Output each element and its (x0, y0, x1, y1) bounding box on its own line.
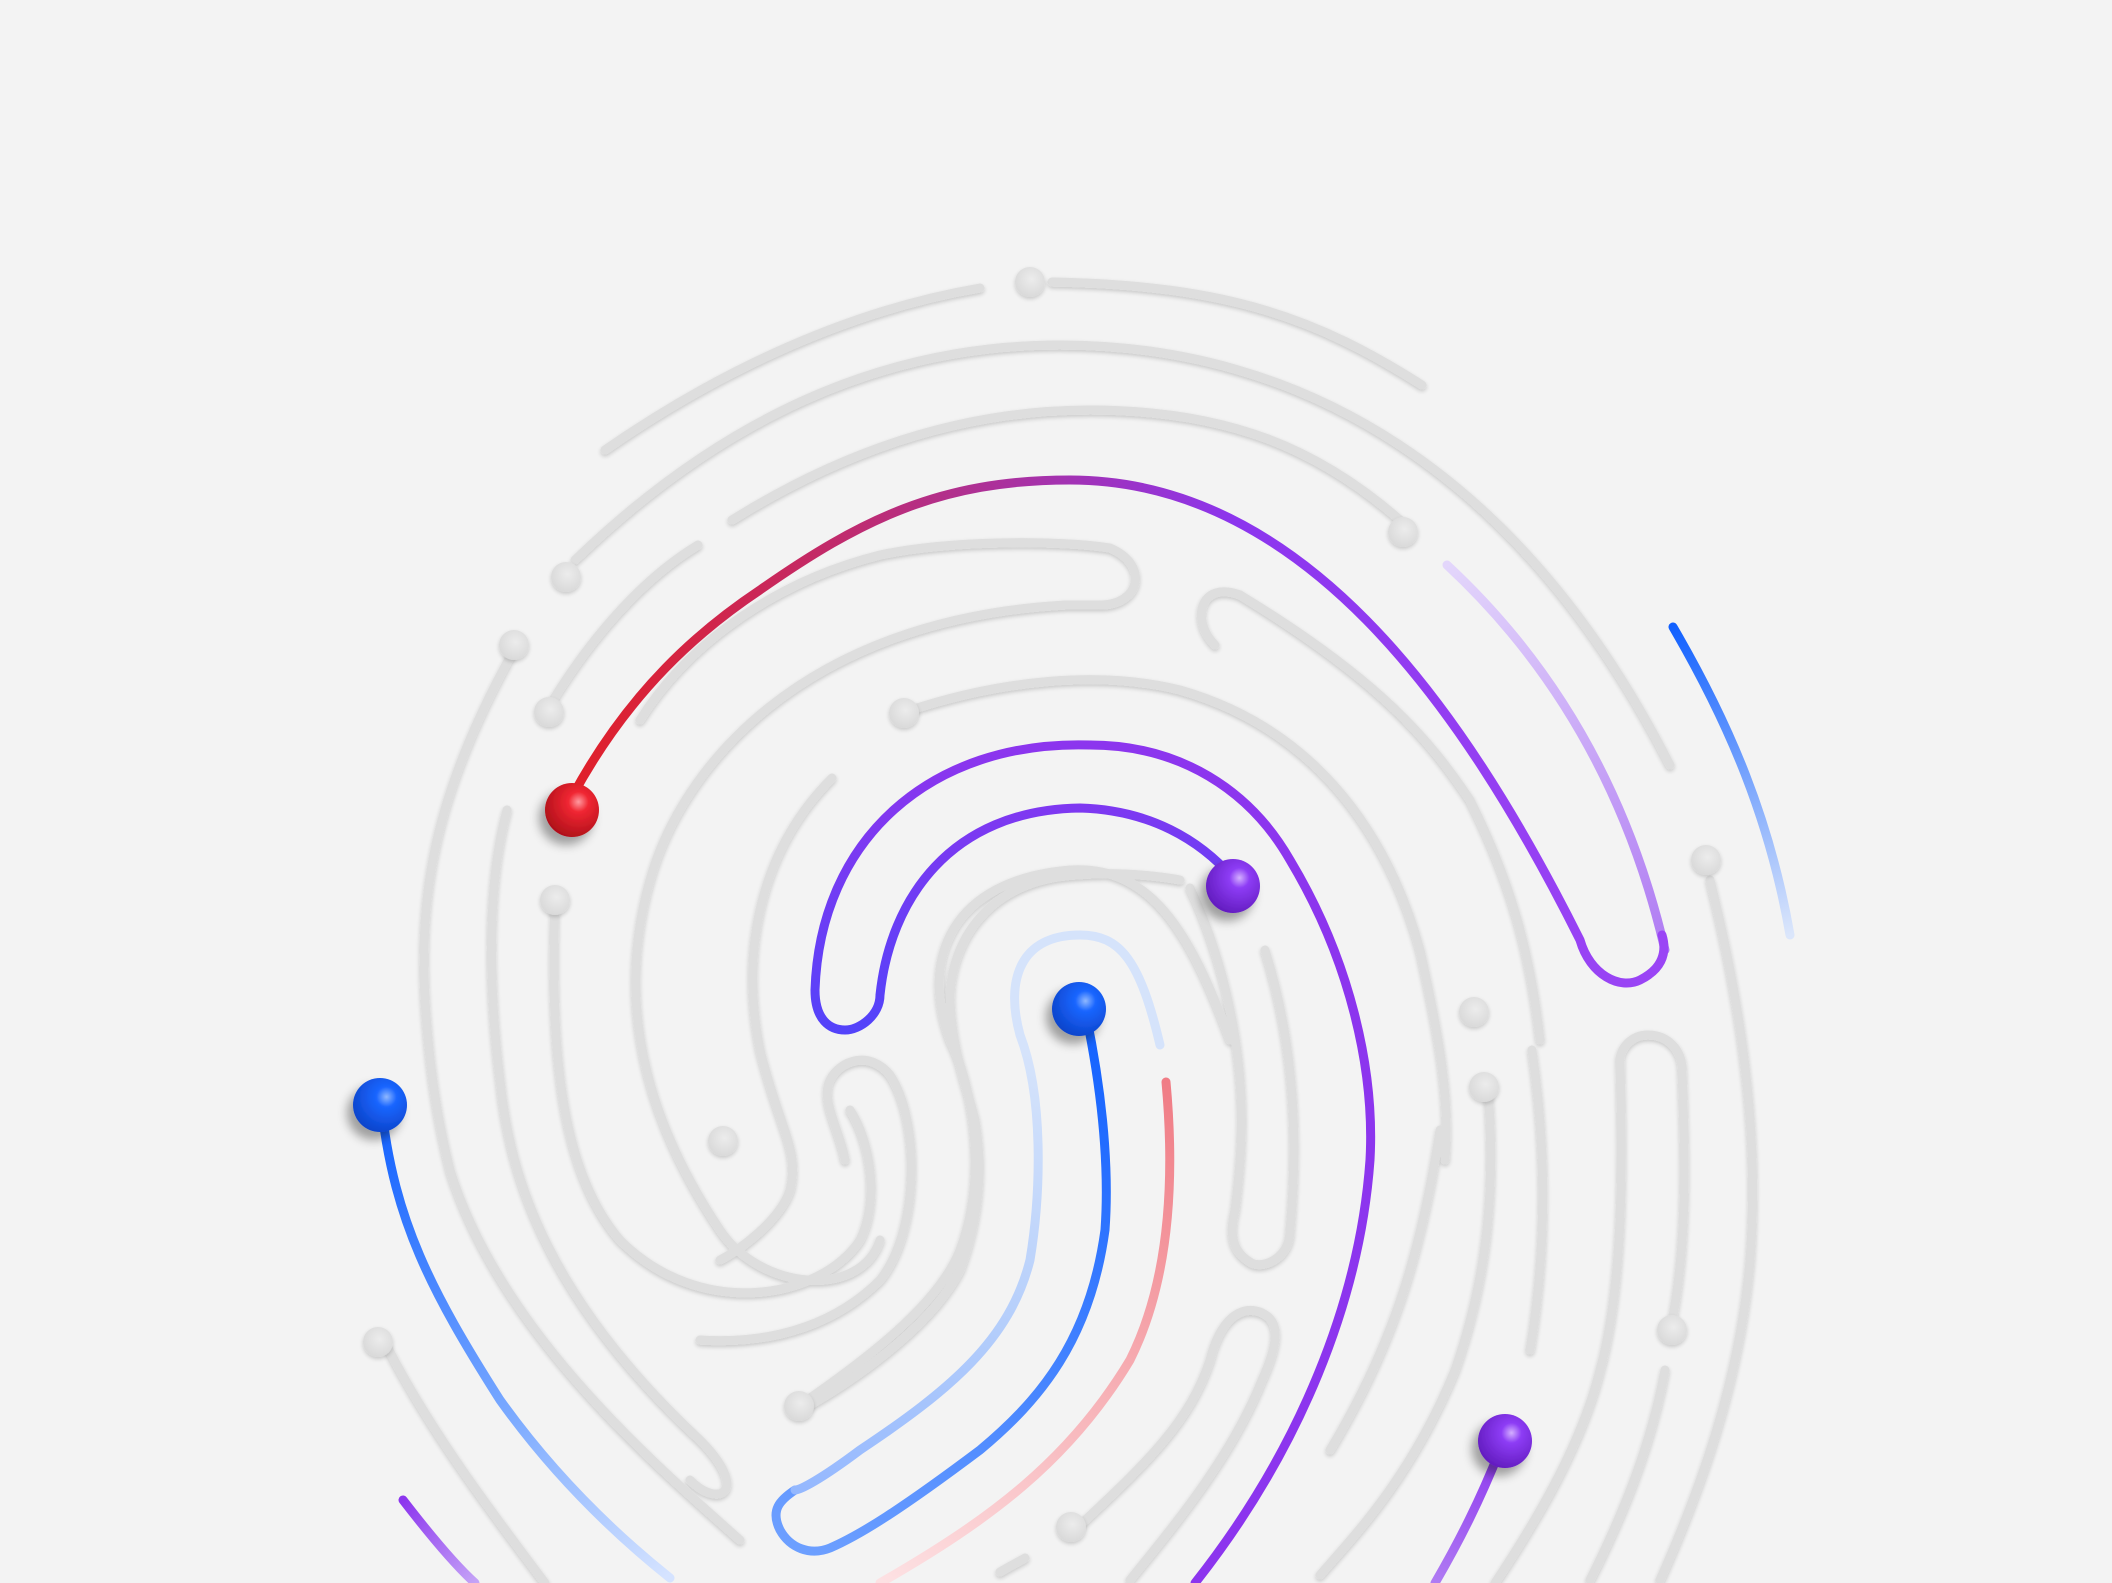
ridge-hook-end (1196, 587, 1245, 650)
ridge-dot (1056, 1512, 1086, 1542)
ridge-dot (499, 630, 529, 660)
ridge-dot (534, 697, 564, 727)
ridge-far-right-long (1525, 1045, 1548, 1355)
ridge-second-arc (570, 340, 1675, 770)
ridge-left-third (549, 895, 876, 1298)
red-marker (545, 783, 599, 837)
blue-marker-center (1052, 982, 1106, 1036)
ridge-hairpin-upper-top (635, 538, 1140, 725)
blue-left-curve (377, 1107, 675, 1583)
ridge-end-dots (363, 267, 1721, 1542)
ridge-right-u (1615, 1030, 1689, 1335)
lilac-arc (1442, 560, 1670, 955)
bottom-left-purple (398, 1495, 480, 1583)
ridge-dot (889, 698, 919, 728)
ridge-third-arc (727, 405, 1405, 525)
ridge-s-right (1227, 945, 1299, 1270)
ridge-dot (1015, 267, 1045, 297)
ridge-hairpin-inner (715, 773, 837, 1265)
ridge-left-second (486, 805, 732, 1499)
ridge-outer-top-right (1047, 277, 1427, 390)
red-to-purple-arc (568, 475, 1669, 988)
right-blue-arc (1668, 622, 1795, 940)
pale-blue-curve (790, 930, 1165, 1495)
ridge-dot (708, 1126, 738, 1156)
ridge-left-lower (383, 1343, 550, 1583)
blue-marker-left (353, 1078, 407, 1132)
ridge-left-outer (419, 645, 745, 1545)
lower-purple-line (1430, 1445, 1505, 1583)
marker-balls (353, 783, 1532, 1468)
ridge-center-c (805, 869, 1185, 1410)
ridge-inner-loop-b (795, 865, 1235, 1410)
purple-s-curve (1085, 740, 1376, 1583)
ridge-right-mid (1315, 1085, 1496, 1580)
ridge-lower-center (1075, 1305, 1280, 1583)
ridge-hairpin-upper (631, 600, 1105, 1285)
ridge-inner-loop-a (695, 1055, 916, 1346)
fingerprint-ridges (383, 277, 1758, 1583)
ridge-dot (540, 885, 570, 915)
ridge-dot (363, 1327, 393, 1357)
highlighted-paths (377, 475, 1795, 1583)
purple-marker-lower (1478, 1414, 1532, 1468)
ridge-bottom-short (995, 1553, 1030, 1577)
ridge-outer-top-left (600, 283, 985, 455)
ridge-left-short (548, 540, 703, 705)
ridge-dot (1691, 845, 1721, 875)
ridge-right-far (1655, 875, 1758, 1583)
purple-to-blue-loop (810, 740, 1238, 1035)
ridge-right-lower (1585, 1365, 1670, 1583)
pink-curve (875, 1077, 1175, 1583)
ridge-dot (784, 1391, 814, 1421)
ridge-top-c (900, 675, 1451, 1165)
blue-center-curve (771, 1005, 1111, 1556)
ridge-center-right (1185, 883, 1246, 1215)
ridge-dot (1657, 1315, 1687, 1345)
ridge-dot (1459, 997, 1489, 1027)
ridge-top-hook-right (1235, 590, 1545, 1045)
ridge-dot (1388, 517, 1418, 547)
purple-marker-upper (1206, 859, 1260, 913)
ridge-dot (1469, 1072, 1499, 1102)
ridge-midright-long (1325, 1125, 1445, 1455)
ridge-dot (551, 562, 581, 592)
ridge-right-u-left (1490, 1055, 1626, 1583)
